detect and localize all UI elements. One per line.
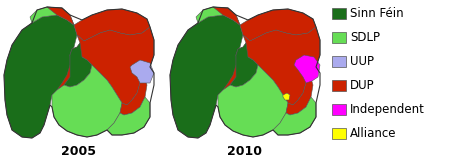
Polygon shape (30, 7, 74, 25)
Polygon shape (218, 65, 288, 137)
Polygon shape (4, 15, 77, 138)
Text: 2010: 2010 (227, 145, 262, 158)
Text: UUP: UUP (350, 55, 374, 68)
Text: DUP: DUP (350, 79, 375, 92)
Text: Sinn Féin: Sinn Féin (350, 7, 404, 20)
Polygon shape (230, 43, 258, 87)
Bar (332, 32, 346, 43)
Polygon shape (107, 97, 150, 135)
Bar (332, 104, 346, 115)
Polygon shape (283, 93, 290, 100)
Polygon shape (52, 65, 122, 137)
Text: 2005: 2005 (62, 145, 96, 158)
Text: SDLP: SDLP (350, 31, 380, 44)
Bar (332, 8, 346, 19)
Text: Independent: Independent (350, 103, 425, 116)
Bar (332, 128, 346, 139)
Polygon shape (130, 60, 154, 83)
Polygon shape (57, 27, 154, 105)
Polygon shape (213, 7, 316, 41)
Text: Alliance: Alliance (350, 127, 396, 140)
Polygon shape (64, 43, 92, 87)
Polygon shape (273, 97, 316, 135)
Bar (332, 56, 346, 67)
Polygon shape (47, 7, 150, 41)
Polygon shape (170, 15, 243, 138)
Polygon shape (196, 7, 240, 25)
Polygon shape (286, 75, 313, 115)
Bar (332, 80, 346, 91)
Polygon shape (294, 55, 320, 83)
Polygon shape (223, 27, 320, 105)
Polygon shape (120, 75, 147, 115)
